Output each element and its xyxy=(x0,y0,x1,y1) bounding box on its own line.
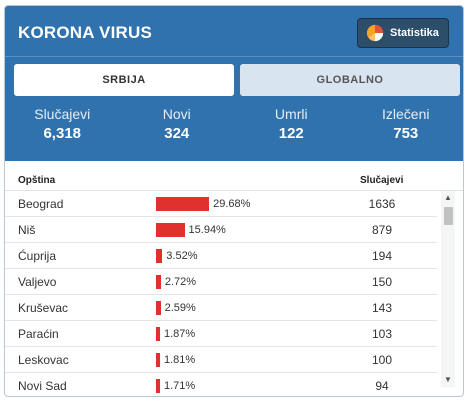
table-row: Niš 15.94% 879 xyxy=(5,217,437,243)
table-row: Novi Sad 1.71% 94 xyxy=(5,373,437,396)
municipality-table: Opština Slučajevi Beograd 29.68% 1636 Niš 15… xyxy=(5,161,463,396)
widget-title: KORONA VIRUS xyxy=(18,23,153,42)
covid-widget: KORONA VIRUS Statistika SRBIJA GLOBALNO … xyxy=(4,5,464,397)
row-percent-bar xyxy=(156,301,161,315)
statistika-label: Statistika xyxy=(390,27,439,39)
row-percent-bar xyxy=(156,379,160,393)
header-divider xyxy=(5,56,463,57)
row-municipality: Beograd xyxy=(18,197,64,211)
column-header-cases: Slučajevi xyxy=(360,175,404,186)
row-percent: 1.71% xyxy=(164,380,196,392)
table-header: Opština Slučajevi xyxy=(5,161,463,191)
row-percent: 15.94% xyxy=(188,224,226,236)
stat-cases-value: 6,318 xyxy=(43,125,82,142)
row-percent-bar xyxy=(156,353,160,367)
row-cases: 879 xyxy=(371,223,393,237)
summary-stats: Slučajevi 6,318 Novi 324 Umrli 122 Izleč… xyxy=(5,106,463,142)
row-municipality: Leskovac xyxy=(18,353,69,367)
row-percent: 3.52% xyxy=(166,250,198,262)
table-row: Ćuprija 3.52% 194 xyxy=(5,243,437,269)
tab-srbija[interactable]: SRBIJA xyxy=(14,64,234,96)
pie-chart-icon xyxy=(366,24,384,42)
widget-header: KORONA VIRUS Statistika SRBIJA GLOBALNO … xyxy=(5,6,463,161)
scroll-up-arrow-icon[interactable]: ▲ xyxy=(444,193,452,202)
row-percent: 1.87% xyxy=(164,328,196,340)
row-cases: 103 xyxy=(371,327,393,341)
table-scrollbar[interactable]: ▲ ▼ xyxy=(441,191,455,387)
scroll-down-arrow-icon[interactable]: ▼ xyxy=(444,375,452,384)
stat-cases-label: Slučajevi xyxy=(34,106,91,122)
row-percent: 29.68% xyxy=(213,198,251,210)
stat-recovered-label: Izlečeni xyxy=(382,106,430,122)
table-row: Paraćin 1.87% 103 xyxy=(5,321,437,347)
row-percent: 1.81% xyxy=(164,354,196,366)
row-cases: 100 xyxy=(371,353,393,367)
row-percent-bar xyxy=(156,275,161,289)
row-municipality: Valjevo xyxy=(18,275,57,289)
table-row: Leskovac 1.81% 100 xyxy=(5,347,437,373)
column-header-municipality: Opština xyxy=(18,175,56,186)
table-row: Beograd 29.68% 1636 xyxy=(5,191,437,217)
row-percent-bar xyxy=(156,327,160,341)
row-cases: 1636 xyxy=(368,197,396,211)
stat-deaths-label: Umrli xyxy=(274,106,308,122)
table-row: Valjevo 2.72% 150 xyxy=(5,269,437,295)
stat-recovered: Izlečeni 753 xyxy=(349,106,464,142)
row-municipality: Kruševac xyxy=(18,301,69,315)
scrollbar-thumb[interactable] xyxy=(444,207,453,225)
stat-new-label: Novi xyxy=(162,106,191,122)
stat-recovered-value: 753 xyxy=(393,125,419,142)
row-municipality: Paraćin xyxy=(18,327,59,341)
row-percent-bar xyxy=(156,249,163,263)
stat-new-value: 324 xyxy=(164,125,190,142)
stat-cases: Slučajevi 6,318 xyxy=(5,106,120,142)
row-percent: 2.59% xyxy=(164,302,196,314)
stat-deaths-value: 122 xyxy=(278,125,304,142)
row-percent-bar xyxy=(156,223,185,237)
stat-deaths: Umrli 122 xyxy=(234,106,349,142)
row-cases: 194 xyxy=(371,249,393,263)
row-cases: 94 xyxy=(375,379,389,393)
row-municipality: Ćuprija xyxy=(18,249,57,263)
row-percent-bar xyxy=(156,197,210,211)
table-body[interactable]: Beograd 29.68% 1636 Niš 15.94% 879 Ćuprija 3.52… xyxy=(5,191,437,396)
statistika-button[interactable]: Statistika xyxy=(357,18,449,48)
row-cases: 143 xyxy=(371,301,393,315)
tab-globalno[interactable]: GLOBALNO xyxy=(240,64,460,96)
row-percent: 2.72% xyxy=(164,276,197,288)
row-municipality: Niš xyxy=(18,223,36,237)
stat-new: Novi 324 xyxy=(120,106,235,142)
table-row: Kruševac 2.59% 143 xyxy=(5,295,437,321)
row-cases: 150 xyxy=(371,275,393,289)
row-municipality: Novi Sad xyxy=(18,379,67,393)
